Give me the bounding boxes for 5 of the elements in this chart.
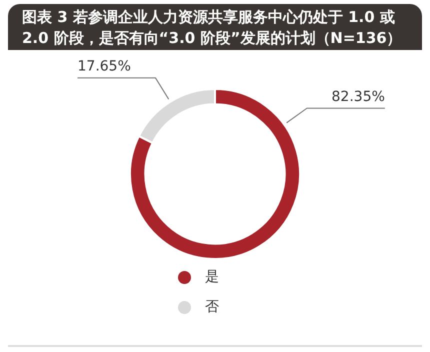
legend-label: 否 xyxy=(205,298,219,316)
data-label: 82.35% xyxy=(332,88,385,105)
legend-label: 是 xyxy=(205,268,219,286)
data-label: 17.65% xyxy=(78,58,131,75)
chart-title: 图表 3 若参调企业人力资源共享服务中心仍处于 1.0 或 2.0 阶段，是否有向“3.0 阶段”发展的计划（N=136） xyxy=(8,4,422,50)
